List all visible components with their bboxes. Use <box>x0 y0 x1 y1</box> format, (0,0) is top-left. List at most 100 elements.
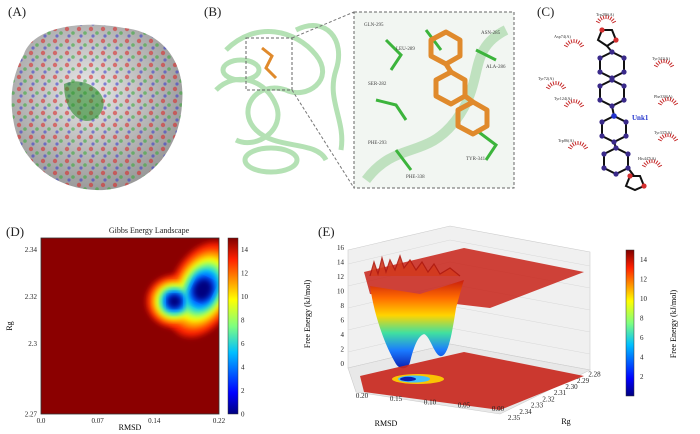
contact-arc-tick <box>549 82 553 87</box>
contact-arc-tick <box>674 102 679 106</box>
z-tick-label: 0 <box>341 360 345 368</box>
z-tick-label: 4 <box>341 331 345 339</box>
residue-label: Tyr72(A) <box>538 76 554 81</box>
y-tick-label: 2.34 <box>25 246 38 254</box>
contact-arc-tick <box>602 15 605 20</box>
contact-arc-tick <box>653 64 658 68</box>
y-tick-label: 2.32 <box>25 293 38 301</box>
contact-arc-tick <box>567 40 571 45</box>
contact-arc-tick <box>595 20 600 24</box>
colorbar-label: Free Energy (kJ/mol) <box>669 290 678 359</box>
rg-tick-label: 2.31 <box>554 389 567 397</box>
colorbar-tick-label: 10 <box>241 293 249 301</box>
contact-arc-tick <box>658 164 663 168</box>
panel-label-b: (B) <box>204 4 222 19</box>
colorbar-tick-label: 2 <box>640 373 644 381</box>
rg-tick-label: 2.28 <box>588 371 601 379</box>
colorbar-tick-label: 12 <box>640 276 648 284</box>
contact-arc-tick <box>674 138 679 142</box>
interaction-2d-diagram: Unk1 Trp286(A) Asp74(A) Tyr72(A) Tyr341(… <box>538 12 679 192</box>
colorbar-tick-label: 4 <box>241 364 245 372</box>
panel-label-c: (C) <box>537 4 555 19</box>
contact-arc-tick <box>672 136 677 140</box>
contact-arc-tick <box>659 100 664 104</box>
z-tick-label: 2 <box>341 346 345 354</box>
contact-arc-tick <box>607 15 610 20</box>
contact-arc-tick <box>655 160 659 165</box>
colorbar-tick-label: 4 <box>640 354 644 362</box>
contact-arc-tick <box>581 142 585 147</box>
contact-arc-tick <box>571 142 575 147</box>
z-tick-label: 14 <box>337 259 345 267</box>
surface-energy-well <box>370 280 464 369</box>
x-tick-label: 0.07 <box>92 417 105 425</box>
contact-arc-tick <box>609 16 613 21</box>
contact-arc-tick <box>610 18 615 22</box>
contact-arc-tick <box>657 138 662 142</box>
contact-arc-tick <box>563 44 568 48</box>
contact-arc-tick <box>668 62 673 66</box>
colorbar-tick-label: 6 <box>241 340 245 348</box>
z-axis-label: Free Energy (kJ/mol) <box>303 280 312 349</box>
contact-arc-tick <box>574 141 577 146</box>
contact-arc-tick <box>570 99 573 104</box>
rmsd-axis-label: RMSD <box>375 419 398 428</box>
ligand-label: Unk1 <box>632 114 649 122</box>
contact-arc-tick <box>667 60 671 65</box>
heatmap-contour <box>193 278 213 301</box>
residue-label: Tyr124(A) <box>554 96 572 101</box>
contact-arc-tick <box>565 42 570 46</box>
contact-arc-tick <box>664 97 667 102</box>
panel-label-e: (E) <box>318 224 335 239</box>
contact-arc-tick <box>579 141 582 146</box>
rmsd-tick-label: 0.00 <box>492 405 505 413</box>
contact-arc-tick <box>669 133 672 138</box>
contact-arc-tick <box>665 59 668 64</box>
colorbar <box>227 237 239 415</box>
contact-arc-tick <box>547 84 552 88</box>
energy-landscape-2d: Gibbs Energy Landscape 0.0 0.07 0.14 0.22 2… <box>0 224 300 434</box>
contact-arc-tick <box>552 81 555 86</box>
rg-tick-label: 2.33 <box>531 402 544 410</box>
contact-arc-tick <box>565 102 570 106</box>
contact-arc-tick <box>661 134 665 139</box>
contact-arc-tick <box>578 102 583 106</box>
contact-arc-tick <box>578 42 583 46</box>
rmsd-tick-label: 0.15 <box>390 395 403 403</box>
contact-arc-tick <box>672 100 677 104</box>
rmsd-tick-label: 0.05 <box>458 402 471 410</box>
contact-arc-tick <box>659 136 664 140</box>
contact-arc-tick <box>671 98 675 103</box>
rg-tick-label: 2.35 <box>508 414 521 422</box>
colorbar-tick-label: 8 <box>241 317 245 325</box>
y-tick-label: 2.27 <box>25 411 38 419</box>
contact-arc-tick <box>655 62 660 66</box>
contact-arc-tick <box>560 84 565 88</box>
colorbar-tick-label: 0 <box>241 411 245 419</box>
contact-arc-tick <box>656 162 661 166</box>
contact-arc-tick <box>569 144 574 148</box>
colorbar-tick-label: 8 <box>640 315 644 323</box>
contact-arc-tick <box>661 98 665 103</box>
contact-arc-tick <box>582 144 587 148</box>
panel-label-a: (A) <box>8 4 27 19</box>
contact-arc-tick <box>612 20 617 24</box>
z-tick-label: 8 <box>341 302 345 310</box>
rg-tick-label: 2.29 <box>577 377 590 385</box>
z-tick-label: 12 <box>337 273 345 281</box>
contact-arc-tick <box>660 59 663 64</box>
contact-arc-tick <box>563 104 568 108</box>
contact-arc-tick <box>567 100 571 105</box>
colorbar-tick-label: 6 <box>640 334 644 342</box>
contact-arc-tick <box>645 160 649 165</box>
contact-arc-tick <box>657 102 662 106</box>
contact-arc-tick <box>559 82 563 87</box>
contact-arc-tick <box>570 39 573 44</box>
contact-arc-tick <box>584 146 589 150</box>
contact-arc-tick <box>545 86 550 90</box>
contact-arc-tick <box>577 40 581 45</box>
contact-arc-tick <box>669 97 672 102</box>
energy-surface-3d: 0 2 4 6 8 10 12 14 16 0.20 0.15 0.10 0.05 0.00 2.35 2… <box>300 224 700 434</box>
svg-text:LEU-289: LEU-289 <box>396 47 415 52</box>
z-tick-label: 6 <box>341 317 345 325</box>
